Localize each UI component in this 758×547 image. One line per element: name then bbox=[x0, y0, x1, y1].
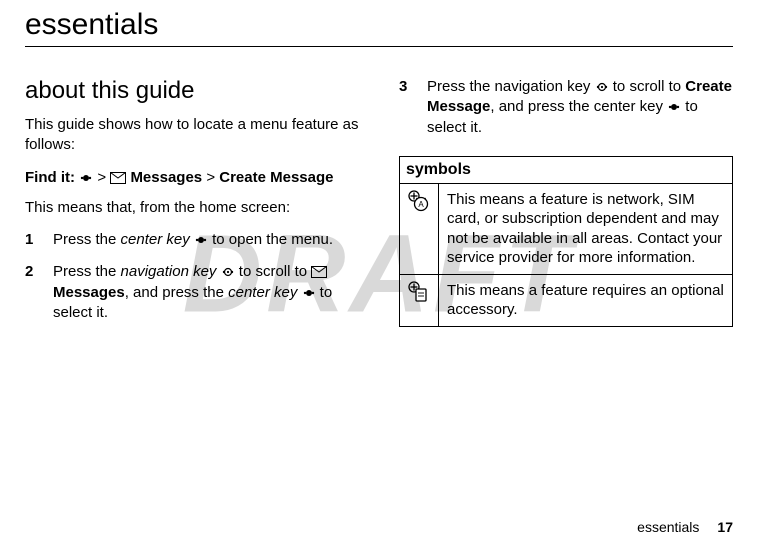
nav-key-icon bbox=[595, 80, 609, 94]
page-number: 17 bbox=[717, 519, 733, 535]
step-body: Press the center key to open the menu. bbox=[53, 230, 359, 250]
page-title: essentials bbox=[25, 8, 733, 42]
steps-list-right: 3 Press the navigation key to scroll to … bbox=[399, 77, 733, 138]
find-it-line: Find it: > Messages > Create Message bbox=[25, 168, 359, 188]
center-key-icon bbox=[194, 233, 208, 247]
gt-2: > bbox=[206, 169, 215, 186]
center-key-icon bbox=[302, 286, 316, 300]
symbol-desc: This means a feature requires an optiona… bbox=[439, 274, 733, 326]
left-column: about this guide This guide shows how to… bbox=[25, 77, 359, 335]
step-num: 3 bbox=[399, 77, 427, 138]
nav-key-icon bbox=[221, 265, 235, 279]
means-intro: This means that, from the home screen: bbox=[25, 198, 359, 218]
accessory-required-icon bbox=[400, 274, 439, 326]
step-3: 3 Press the navigation key to scroll to … bbox=[399, 77, 733, 138]
step-text: to scroll to bbox=[239, 263, 312, 280]
symbol-desc: This means a feature is network, SIM car… bbox=[439, 183, 733, 274]
center-key-icon bbox=[667, 100, 681, 114]
step-bold: Messages bbox=[53, 284, 125, 301]
title-rule bbox=[25, 46, 733, 47]
step-num: 1 bbox=[25, 230, 53, 250]
table-row: This means a feature requires an optiona… bbox=[400, 274, 733, 326]
step-body: Press the navigation key to scroll to Cr… bbox=[427, 77, 733, 138]
gt-1: > bbox=[97, 169, 106, 186]
step-num: 2 bbox=[25, 262, 53, 323]
step-text: , and press the bbox=[125, 284, 228, 301]
network-dependent-icon: A bbox=[400, 183, 439, 274]
step-italic: center key bbox=[228, 284, 297, 301]
footer: essentials 17 bbox=[637, 519, 733, 535]
center-key-icon bbox=[79, 171, 93, 185]
find-it-create: Create Message bbox=[219, 169, 333, 186]
footer-label: essentials bbox=[637, 519, 699, 535]
section-heading: about this guide bbox=[25, 77, 359, 105]
page-content: essentials about this guide This guide s… bbox=[25, 8, 733, 335]
find-it-label: Find it: bbox=[25, 169, 75, 186]
step-text: Press the bbox=[53, 263, 121, 280]
step-body: Press the navigation key to scroll to Me… bbox=[53, 262, 359, 323]
columns: about this guide This guide shows how to… bbox=[25, 77, 733, 335]
table-row: A This means a feature is network, SIM c… bbox=[400, 183, 733, 274]
step-italic: navigation key bbox=[121, 263, 217, 280]
step-text: Press the bbox=[53, 231, 121, 248]
step-italic: center key bbox=[121, 231, 190, 248]
step-text: to scroll to bbox=[609, 78, 686, 95]
step-2: 2 Press the navigation key to scroll to … bbox=[25, 262, 359, 323]
symbols-header: symbols bbox=[400, 156, 733, 183]
step-text: , and press the center key bbox=[490, 98, 667, 115]
envelope-icon bbox=[110, 172, 126, 184]
right-column: 3 Press the navigation key to scroll to … bbox=[399, 77, 733, 335]
svg-text:A: A bbox=[418, 200, 424, 209]
find-it-messages: Messages bbox=[130, 169, 202, 186]
steps-list: 1 Press the center key to open the menu.… bbox=[25, 230, 359, 323]
step-text: Press the navigation key bbox=[427, 78, 595, 95]
step-text: to open the menu. bbox=[212, 231, 333, 248]
envelope-icon bbox=[311, 266, 327, 278]
symbols-table: symbols A This means a featur bbox=[399, 156, 733, 327]
step-1: 1 Press the center key to open the menu. bbox=[25, 230, 359, 250]
intro-text: This guide shows how to locate a menu fe… bbox=[25, 115, 359, 156]
